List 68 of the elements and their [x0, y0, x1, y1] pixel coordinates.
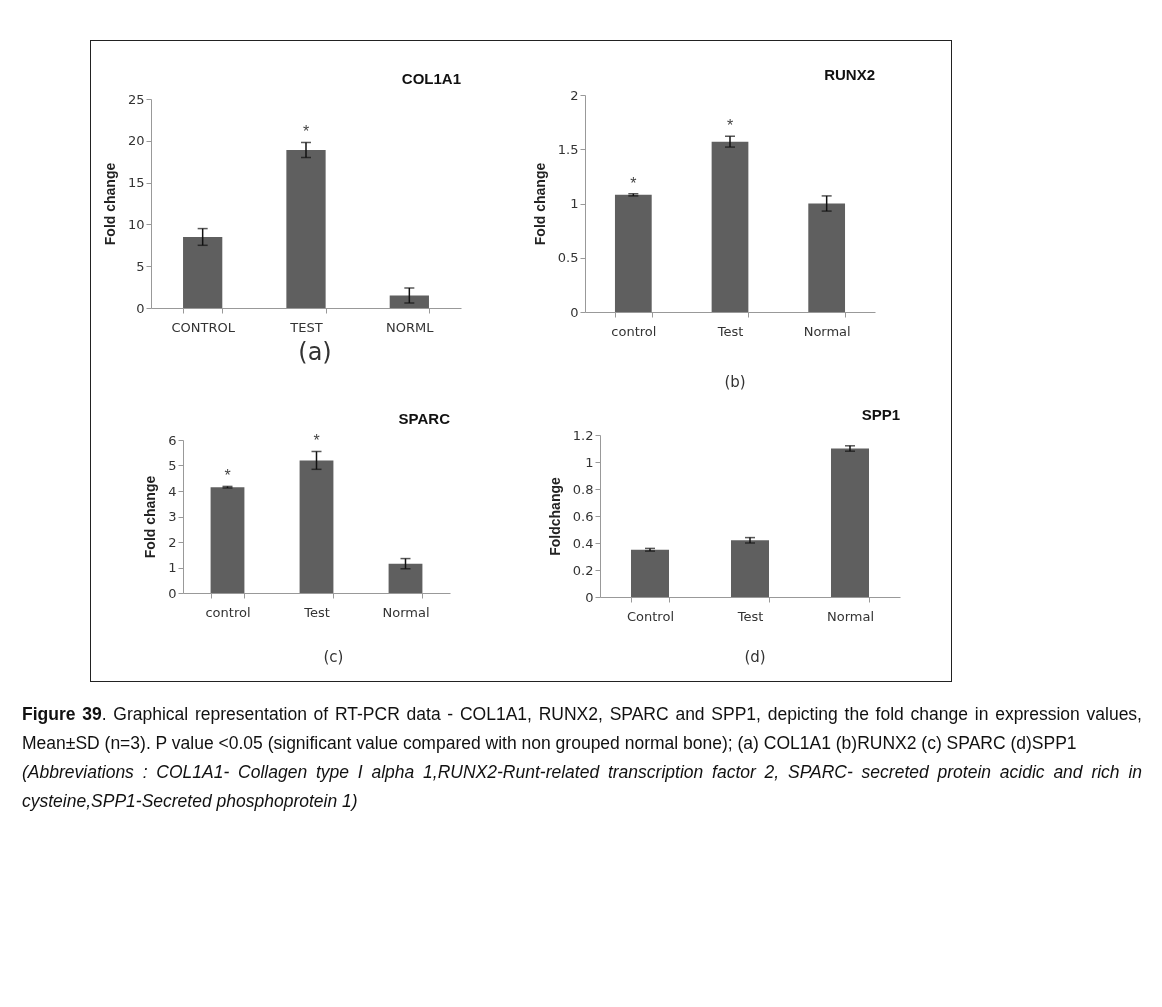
y-tick-label: 2 [570, 87, 579, 103]
y-tick-label: 6 [168, 432, 177, 448]
chart-title: RUNX2 [824, 66, 875, 83]
y-tick-label: 3 [168, 509, 177, 524]
bar [831, 448, 869, 597]
annotation: * [630, 174, 637, 192]
bar [388, 563, 423, 593]
x-tick-label: Normal [382, 604, 430, 620]
x-tick-label: control [205, 604, 251, 620]
y-tick-label: 25 [127, 91, 145, 107]
caption: Figure 39 [22, 704, 102, 724]
y-tick-label: 10 [127, 216, 145, 232]
y-tick-label: 15 [127, 175, 145, 191]
bar [614, 194, 652, 312]
x-tick-label: CONTROL [171, 319, 236, 335]
y-tick-label: 0.5 [557, 250, 579, 266]
bar [210, 487, 245, 593]
bar [711, 141, 749, 312]
text: (c) [322, 648, 345, 666]
annotation: * [302, 123, 310, 141]
y-tick-label: 1 [570, 196, 579, 211]
y-tick-label: 1.5 [557, 141, 579, 157]
y-tick-label: 4 [168, 483, 177, 499]
y-tick-label: 0 [570, 304, 579, 320]
chart-title: COL1A1 [401, 70, 461, 87]
y-tick-label: 1.2 [572, 427, 594, 443]
annotation: * [224, 467, 231, 485]
text: (d) [743, 648, 767, 666]
chart-title: SPARC [398, 410, 451, 428]
bar [389, 295, 429, 308]
y-tick-label: 2 [168, 534, 177, 550]
x-tick-label: Normal [826, 608, 875, 624]
y-axis-title: Fold change [531, 162, 548, 246]
x-tick-label: Test [303, 604, 330, 620]
y-tick-label: 0.6 [572, 508, 594, 524]
y-tick-label: 0 [136, 300, 145, 316]
bar [731, 540, 769, 597]
x-tick-label: Normal [803, 323, 851, 339]
bar [286, 150, 326, 308]
bar [299, 460, 334, 593]
bar [808, 203, 846, 312]
annotation: * [313, 432, 320, 450]
x-tick-label: Control [627, 608, 674, 624]
y-tick-label: 1 [585, 454, 594, 470]
chart-title: SPP1 [861, 406, 900, 423]
y-tick-label: 1 [168, 560, 177, 575]
bar [631, 549, 669, 597]
text: (Abbreviations : COL1A1- Collagen type I alpha 1,RUNX2-Runt-related transcription factor 2, SPARC- secreted protein acidic and rich in cysteine,SPP1-Secreted phosphoprotein 1) [22, 762, 1142, 811]
y-axis-title: Fold change [101, 162, 118, 246]
annotation: * [726, 117, 734, 135]
x-tick-label: Test [716, 323, 744, 339]
x-tick-label: Test [736, 608, 764, 624]
y-axis-title: Foldchange [546, 477, 563, 556]
y-tick-label: 5 [136, 258, 145, 274]
x-tick-label: NORML [386, 319, 435, 335]
text: (a) [297, 338, 333, 366]
y-tick-label: 20 [127, 133, 145, 149]
y-tick-label: 0.4 [572, 535, 594, 551]
y-tick-label: 0 [585, 589, 594, 605]
y-tick-label: 0 [168, 585, 177, 601]
x-tick-label: control [611, 323, 657, 339]
y-tick-label: 0.2 [572, 562, 594, 578]
y-tick-label: 0.8 [572, 481, 594, 497]
bar [183, 236, 223, 308]
y-axis-title: Fold change [142, 475, 159, 559]
y-tick-label: 5 [168, 458, 177, 473]
text: (b) [723, 373, 747, 391]
x-tick-label: TEST [289, 319, 323, 335]
